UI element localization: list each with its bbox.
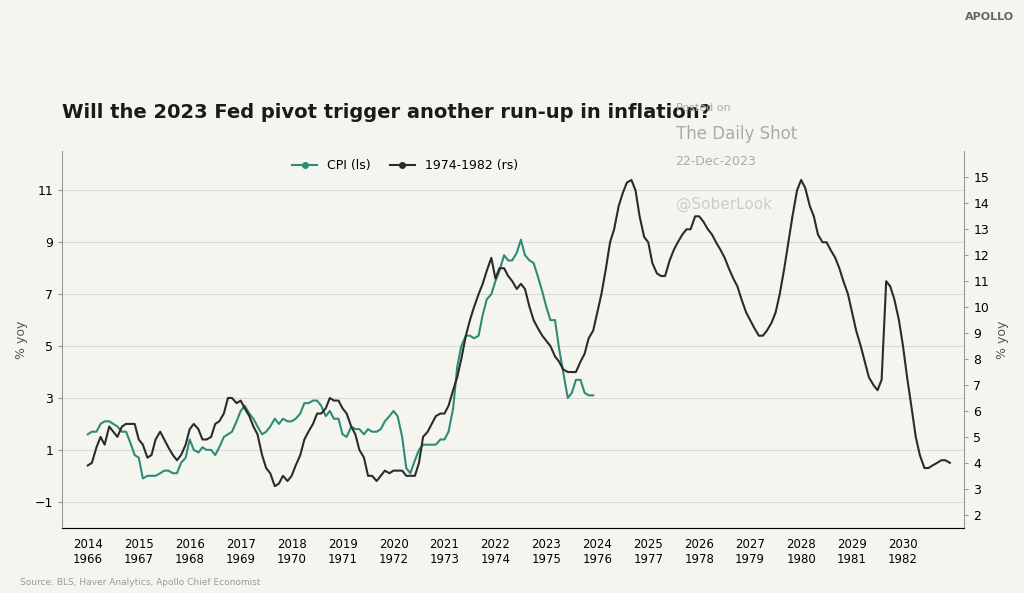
Text: Source: BLS, Haver Analytics, Apollo Chief Economist: Source: BLS, Haver Analytics, Apollo Chi… (20, 578, 261, 587)
Text: The Daily Shot: The Daily Shot (676, 125, 797, 143)
Text: @SoberLook: @SoberLook (676, 197, 771, 212)
Text: APOLLO: APOLLO (965, 12, 1014, 22)
Legend: CPI (ls), 1974-1982 (rs): CPI (ls), 1974-1982 (rs) (288, 154, 523, 177)
Text: 22-Dec-2023: 22-Dec-2023 (676, 155, 757, 168)
Y-axis label: % yoy: % yoy (996, 320, 1009, 359)
Y-axis label: % yoy: % yoy (15, 320, 28, 359)
Text: Will the 2023 Fed pivot trigger another run-up in inflation?: Will the 2023 Fed pivot trigger another … (62, 103, 712, 122)
Text: Posted on: Posted on (676, 103, 730, 113)
